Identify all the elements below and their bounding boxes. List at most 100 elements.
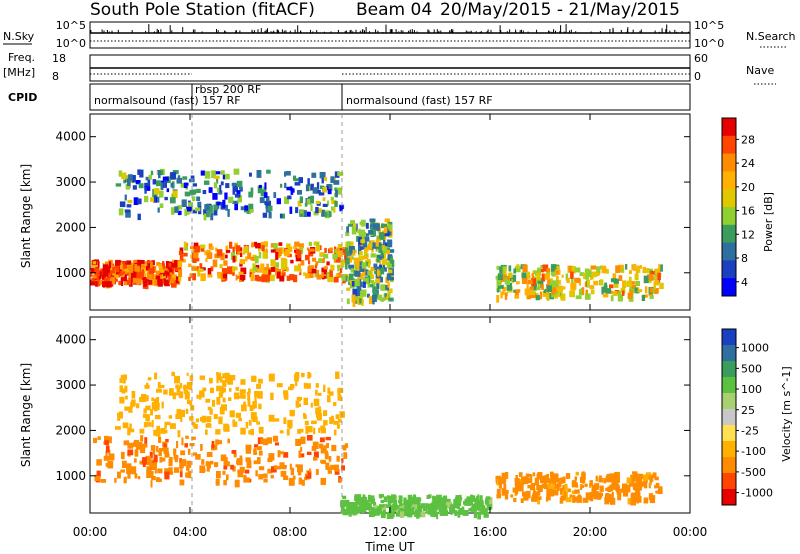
date-range: 20/May/2015 - 21/May/2015 (440, 0, 680, 20)
data-cell (617, 290, 621, 297)
data-cell (408, 503, 412, 509)
data-cell (637, 267, 641, 273)
data-cell (160, 182, 164, 190)
data-cell (364, 506, 367, 513)
data-cell (362, 241, 368, 250)
data-cell (337, 171, 344, 176)
x-tick-label: 00:00 (73, 525, 108, 539)
data-cell (315, 383, 319, 388)
data-cell (320, 459, 326, 464)
data-cell (193, 242, 199, 249)
data-cell (115, 426, 121, 430)
data-cell (232, 421, 238, 427)
data-cell (158, 279, 163, 287)
data-cell (146, 466, 152, 472)
data-cell (158, 448, 165, 452)
data-cell (176, 177, 183, 184)
data-cell (605, 487, 611, 491)
data-cell (345, 276, 348, 282)
data-cell (297, 470, 302, 476)
data-cell (354, 279, 360, 287)
data-cell (120, 262, 125, 270)
data-cell (558, 481, 562, 488)
data-cell (638, 484, 642, 491)
data-cell (307, 178, 310, 186)
data-cell (159, 269, 165, 273)
data-cell (156, 262, 161, 266)
data-cell (163, 389, 168, 395)
data-cell (247, 399, 251, 407)
data-cell (312, 187, 318, 194)
data-cell (133, 439, 139, 445)
data-cell (364, 233, 369, 237)
x-tick-label: 16:00 (473, 525, 508, 539)
data-cell (515, 485, 520, 491)
data-cell (375, 239, 379, 247)
data-cell (162, 429, 168, 434)
data-cell (345, 261, 348, 270)
data-cell (539, 479, 544, 484)
data-cell (174, 260, 177, 268)
data-cell (193, 424, 198, 429)
data-cell (204, 250, 208, 256)
data-cell (287, 195, 292, 200)
data-cell (453, 498, 457, 503)
data-cell (531, 482, 535, 489)
nsky-tick-bottom: 10^0 (56, 37, 86, 50)
data-cell (351, 241, 354, 249)
data-cell (164, 451, 170, 458)
data-cell (372, 242, 377, 249)
station-title: South Pole Station (fitACF) (90, 0, 315, 20)
data-cell (120, 271, 123, 276)
data-cell (365, 222, 369, 229)
data-cell (154, 414, 161, 420)
colorbar-swatch (722, 361, 736, 378)
data-cell (255, 242, 261, 249)
data-cell (345, 251, 350, 256)
data-cell (380, 504, 386, 511)
data-cell (118, 208, 124, 216)
data-cell (218, 392, 223, 398)
data-cell (177, 205, 180, 210)
data-cell (246, 477, 250, 483)
nsearch-tick-bottom: 10^0 (694, 37, 724, 50)
data-cell (616, 473, 619, 479)
data-cell (412, 504, 418, 510)
data-cell (206, 464, 210, 472)
data-cell (185, 435, 189, 439)
data-cell (143, 272, 147, 277)
data-cell (571, 490, 577, 495)
data-cell (145, 405, 151, 411)
data-cell (322, 197, 326, 202)
data-cell (225, 245, 229, 254)
data-cell (142, 457, 147, 465)
data-cell (382, 246, 388, 253)
data-cell (254, 391, 258, 398)
data-cell (240, 393, 243, 399)
data-cell (220, 454, 227, 462)
data-cell (119, 396, 125, 404)
data-cell (96, 275, 99, 283)
data-cell (102, 281, 108, 287)
data-cell (253, 241, 257, 247)
data-cell (183, 241, 187, 249)
data-cell (140, 435, 144, 442)
data-cell (546, 474, 549, 479)
data-cell (179, 383, 183, 389)
data-cell (286, 243, 291, 251)
data-cell (315, 189, 321, 194)
data-cell (128, 174, 133, 181)
data-cell (128, 406, 133, 413)
data-cell (248, 420, 252, 426)
data-cell (164, 271, 170, 276)
data-cell (323, 253, 329, 259)
data-cell (243, 474, 247, 483)
data-cell (337, 392, 341, 401)
data-cell (556, 275, 559, 282)
data-cell (305, 475, 312, 479)
x-tick-label: 00:00 (673, 525, 708, 539)
data-cell (508, 265, 512, 272)
data-cell (212, 399, 216, 407)
data-cell (554, 483, 558, 489)
